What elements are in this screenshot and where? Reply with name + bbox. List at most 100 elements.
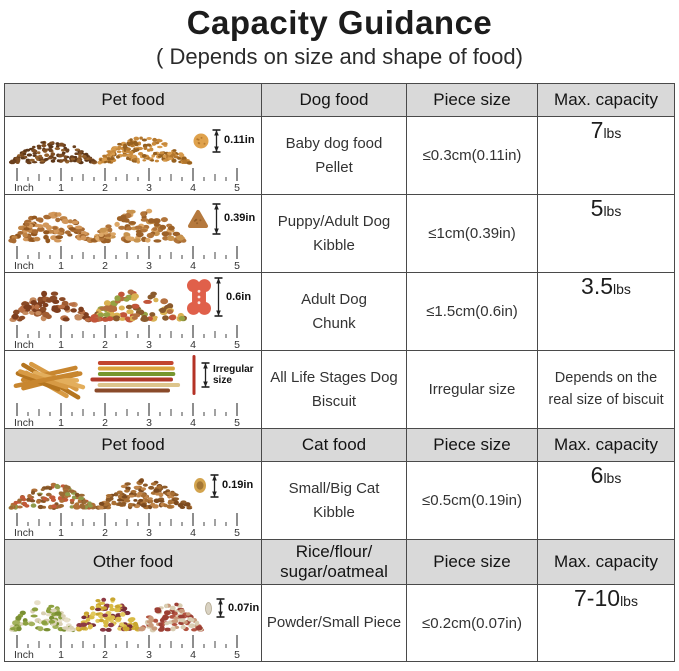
piece-size-cell: ≤0.2cm(0.07in) [407, 585, 537, 661]
svg-text:5: 5 [234, 417, 240, 427]
pellet-icon [193, 133, 209, 149]
food-pile-image [141, 604, 201, 631]
capacity-text-line: real size of biscuit [548, 390, 663, 411]
grain-icon [204, 601, 213, 616]
food-pile-image [94, 210, 184, 242]
svg-text:4: 4 [190, 260, 196, 270]
svg-text:4: 4 [190, 182, 196, 192]
svg-text:Inch: Inch [14, 260, 34, 270]
size-label-line: 0.39in [224, 212, 258, 225]
size-label-line: size [213, 375, 255, 387]
piece-size-cell: ≤0.3cm(0.11in) [407, 117, 537, 194]
food-pile-image [92, 291, 184, 321]
header-cell: Max. capacity [538, 540, 674, 584]
food-pile-image [11, 485, 95, 509]
food-pile-image [11, 603, 73, 631]
measure-bracket-icon [211, 202, 222, 236]
header-cell-line: Piece size [433, 435, 510, 455]
page-subtitle: ( Depends on size and shape of food) [0, 44, 679, 70]
food-pile-image [98, 138, 190, 164]
capacity-unit: lbs [603, 203, 621, 219]
header-cell-line: Piece size [433, 90, 510, 110]
capacity-value: 6 [591, 462, 604, 489]
svg-text:5: 5 [234, 339, 240, 349]
food-image-row: 0.19in [11, 465, 255, 510]
svg-text:5: 5 [234, 527, 240, 537]
capacity-value: 7 [591, 117, 604, 144]
capacity-guidance-page: Capacity Guidance ( Depends on size and … [0, 4, 679, 662]
header-cell-line: Piece size [433, 552, 510, 572]
measure-bracket-icon [215, 597, 226, 619]
svg-text:5: 5 [234, 649, 240, 659]
svg-text:5: 5 [234, 260, 240, 270]
food-name-line: Pellet [315, 156, 353, 179]
header-cell-line: Pet food [101, 435, 164, 455]
food-name-line: Small/Big Cat [289, 477, 380, 500]
svg-text:2: 2 [102, 260, 108, 270]
header-cell: Piece size [407, 84, 537, 116]
svg-text:4: 4 [190, 417, 196, 427]
header-cell-line: Other food [93, 552, 173, 572]
capacity-value: 7-10 [574, 585, 620, 612]
header-cell: Cat food [262, 429, 406, 461]
svg-text:2: 2 [102, 182, 108, 192]
svg-text:5: 5 [234, 182, 240, 192]
svg-text:2: 2 [102, 339, 108, 349]
size-label: 0.07in [228, 602, 261, 615]
size-label: 0.6in [226, 291, 260, 304]
svg-text:3: 3 [146, 649, 152, 659]
capacity-unit: lbs [603, 125, 621, 141]
svg-text:3: 3 [146, 339, 152, 349]
capacity-table: Pet food Dog food Piece size Max. capacity 0… [4, 83, 675, 662]
svg-text:3: 3 [146, 182, 152, 192]
svg-text:2: 2 [102, 527, 108, 537]
header-cell-line: Dog food [300, 90, 369, 110]
header-cell: Pet food [5, 429, 261, 461]
size-label-line: Irregular [213, 364, 255, 376]
size-label: 0.19in [222, 479, 256, 492]
piece-measure-group: 0.39in [187, 202, 258, 236]
food-pile-image [11, 142, 95, 164]
svg-text:4: 4 [190, 527, 196, 537]
kibble-icon [187, 209, 209, 229]
svg-text:Inch: Inch [14, 527, 34, 537]
header-cell: Max. capacity [538, 84, 674, 116]
food-pile-image [11, 293, 89, 321]
svg-text:1: 1 [58, 182, 64, 192]
size-label: 0.11in [224, 134, 258, 147]
piece-size-cell: ≤1.5cm(0.6in) [407, 273, 537, 350]
size-label-line: 0.07in [228, 602, 261, 615]
food-name-line: All Life Stages Dog [270, 366, 398, 389]
header-cell: Rice/flour/sugar/oatmeal [262, 540, 406, 584]
svg-text:1: 1 [58, 260, 64, 270]
food-name-line: Chunk [312, 312, 355, 335]
food-name-line: Puppy/Adult Dog [278, 210, 391, 233]
svg-text:1: 1 [58, 339, 64, 349]
header-cell: Other food [5, 540, 261, 584]
food-pile-image [90, 359, 182, 399]
svg-text:2: 2 [102, 649, 108, 659]
header-cell-line: Pet food [101, 90, 164, 110]
bone-treat-icon [187, 278, 211, 316]
food-pile-image [11, 212, 91, 242]
